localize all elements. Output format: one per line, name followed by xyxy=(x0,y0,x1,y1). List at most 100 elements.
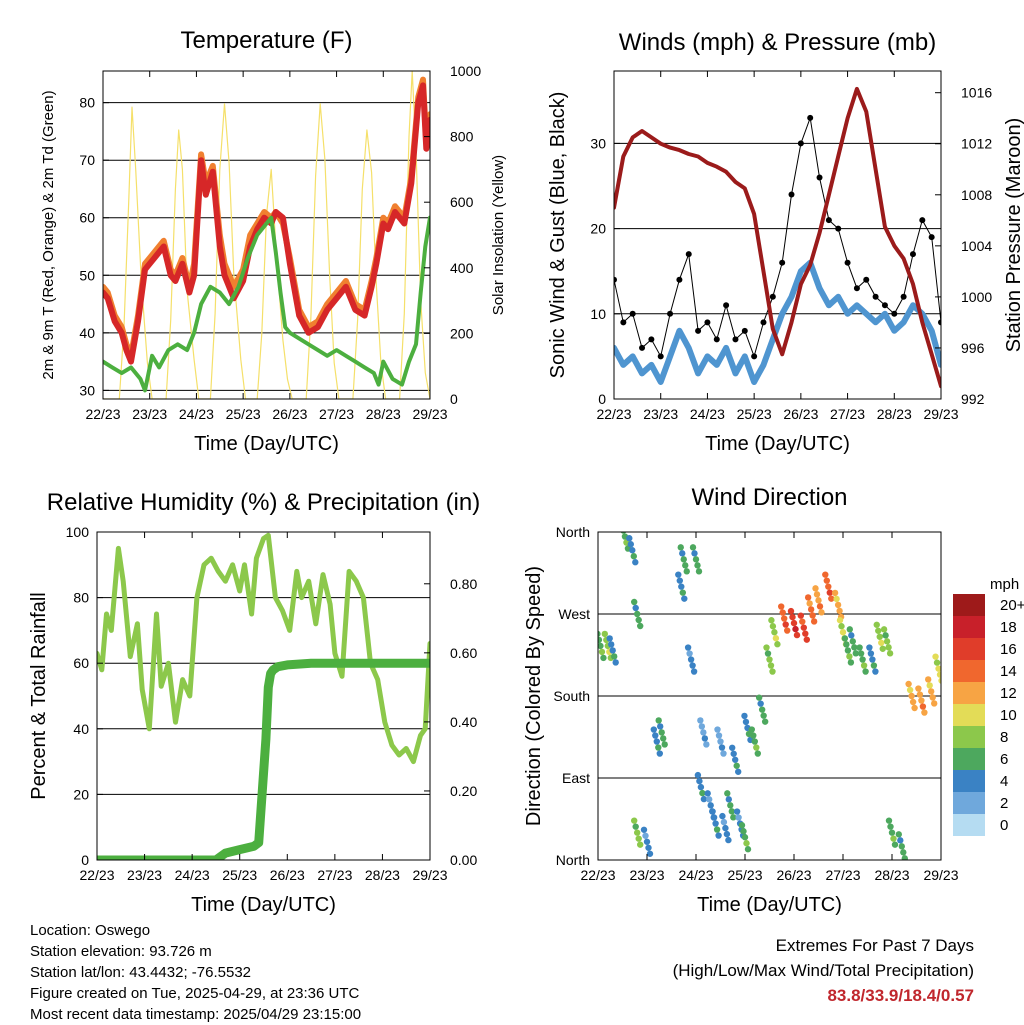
info-latlon: Station lat/lon: 43.4432; -76.5532 xyxy=(30,964,252,981)
xtick-label: 26/23 xyxy=(270,867,305,883)
direction-point xyxy=(743,840,750,847)
direction-point xyxy=(873,621,880,628)
y2tick-label: 1000 xyxy=(961,289,992,305)
panel-4: Wind DirectionNorthEastSouthWestNorth22/… xyxy=(523,484,959,916)
direction-point xyxy=(792,625,799,633)
ytick-label: 30 xyxy=(79,382,95,398)
xtick-label: 28/23 xyxy=(366,406,401,422)
ytick-label: 20 xyxy=(590,221,606,237)
direction-point xyxy=(634,829,641,836)
direction-point xyxy=(626,535,633,542)
direction-point xyxy=(738,822,746,829)
direction-point xyxy=(609,647,616,654)
y2tick-label: 996 xyxy=(961,340,985,356)
direction-point xyxy=(815,597,822,604)
colorbar-label: 12 xyxy=(1000,685,1017,702)
direction-point xyxy=(804,594,812,601)
y2tick-label: 1016 xyxy=(961,85,992,101)
direction-point xyxy=(657,723,664,730)
direction-point xyxy=(632,604,639,612)
direction-point xyxy=(879,645,886,652)
direction-point xyxy=(883,638,891,645)
direction-point xyxy=(925,676,932,683)
y2-axis-label: Station Pressure (Maroon) xyxy=(1003,118,1024,353)
xtick-label: 26/23 xyxy=(783,406,818,422)
direction-point xyxy=(763,644,770,651)
direction-point xyxy=(844,647,852,654)
direction-point xyxy=(730,814,737,821)
direction-point xyxy=(723,830,731,838)
direction-point xyxy=(660,735,667,742)
y2tick-label: 800 xyxy=(450,129,474,145)
direction-point xyxy=(709,808,716,815)
direction-point xyxy=(887,823,894,830)
direction-point xyxy=(769,668,776,675)
ytick-label: 100 xyxy=(66,524,90,540)
ytick-label: North xyxy=(556,524,590,540)
direction-point xyxy=(741,712,748,720)
y2tick-label: 0.60 xyxy=(450,645,477,661)
direction-point xyxy=(601,630,608,638)
xtick-label: 28/23 xyxy=(877,406,912,422)
direction-point xyxy=(810,618,818,625)
direction-point xyxy=(729,744,736,751)
colorbar-swatch xyxy=(953,792,985,814)
ytick-label: 30 xyxy=(590,135,606,151)
colorbar-swatch xyxy=(953,704,985,726)
y2tick-label: 0.20 xyxy=(450,783,477,799)
xtick-label: 28/23 xyxy=(365,867,400,883)
direction-point xyxy=(772,635,780,642)
xtick-label: 23/23 xyxy=(629,867,664,883)
direction-point xyxy=(735,814,742,821)
panel-title: Winds (mph) & Pressure (mb) xyxy=(619,29,936,56)
direction-point xyxy=(619,521,625,527)
direction-point xyxy=(689,544,697,551)
direction-point xyxy=(880,626,888,633)
direction-point xyxy=(793,631,801,639)
xtick-label: 28/23 xyxy=(874,867,909,883)
ytick-label: 50 xyxy=(79,267,95,283)
xtick-label: 29/23 xyxy=(412,867,447,883)
direction-point xyxy=(722,824,729,832)
direction-point xyxy=(620,532,627,534)
extremes-box: Extremes For Past 7 Days (High/Low/Max W… xyxy=(673,933,974,1008)
xtick-label: 26/23 xyxy=(272,406,307,422)
panel-2: Winds (mph) & Pressure (mb) 0 10 20 30 992 996… xyxy=(547,29,1024,455)
direction-point xyxy=(728,808,735,815)
direction-point xyxy=(656,750,663,757)
direction-point xyxy=(843,641,850,648)
colorbar-swatch xyxy=(953,638,985,660)
direction-point xyxy=(938,677,941,684)
direction-point xyxy=(769,623,777,630)
direction-point xyxy=(851,644,858,651)
direction-point xyxy=(928,688,935,695)
xtick-label: 24/23 xyxy=(179,406,214,422)
direction-point xyxy=(838,623,845,630)
direction-point xyxy=(742,718,750,726)
direction-point xyxy=(683,568,690,575)
direction-point xyxy=(911,704,918,712)
direction-point xyxy=(686,650,693,657)
direction-point xyxy=(834,601,842,609)
direction-point xyxy=(847,659,855,666)
plot-frame xyxy=(96,531,431,861)
direction-point xyxy=(841,635,849,642)
colorbar: mph 20+ 18 16 14 12 10 8 6 4 2 0 xyxy=(953,576,1024,836)
direction-point xyxy=(789,613,796,621)
direction-point xyxy=(640,826,648,833)
direction-point xyxy=(807,606,815,613)
direction-point xyxy=(848,632,855,639)
direction-point xyxy=(757,700,764,707)
direction-point xyxy=(720,818,728,826)
ytick-label: 70 xyxy=(79,152,95,168)
y-axis-label: Sonic Wind & Gust (Blue, Black) xyxy=(547,92,569,379)
direction-point xyxy=(825,583,832,590)
ytick-label: East xyxy=(562,770,590,786)
colorbar-swatch xyxy=(953,660,985,682)
direction-point xyxy=(857,650,865,657)
y-axis-label: Percent & Total Rainfall xyxy=(28,592,50,800)
direction-point xyxy=(680,556,687,563)
ytick-label: 0 xyxy=(598,391,606,407)
direction-point xyxy=(707,802,714,809)
